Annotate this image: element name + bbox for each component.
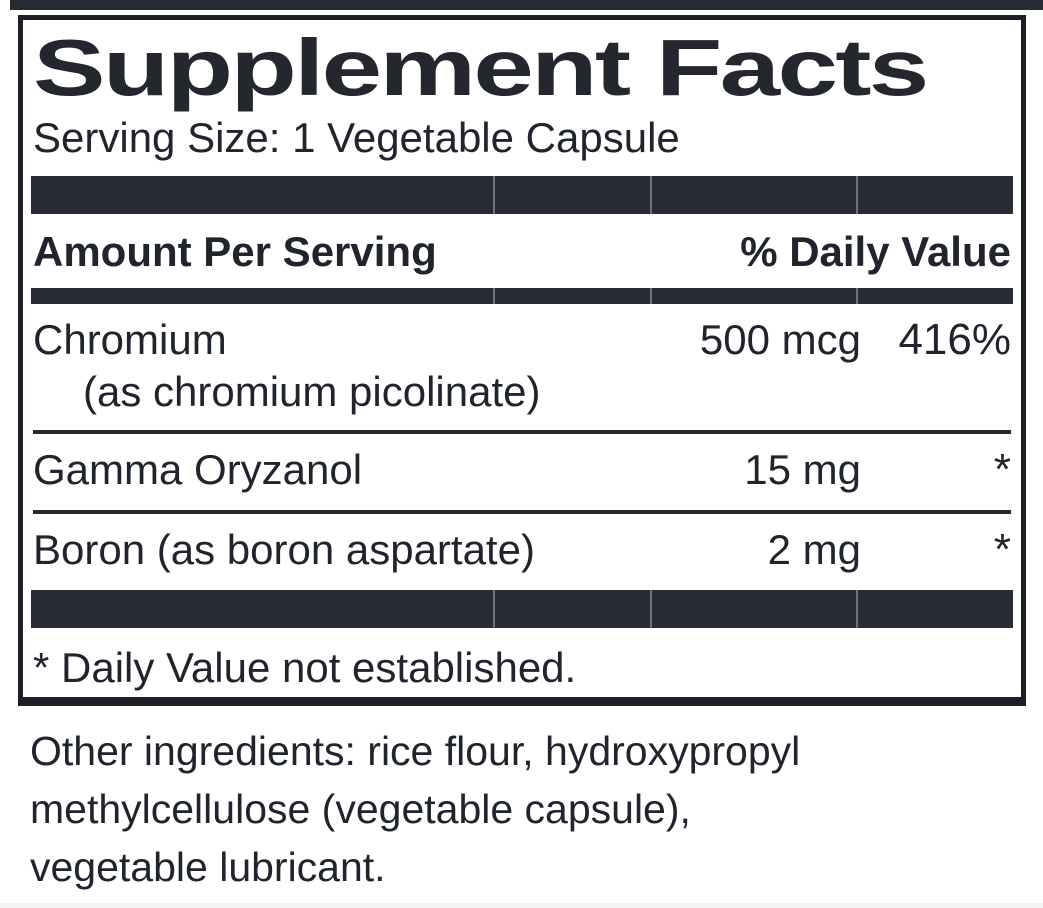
daily-value-footnote: * Daily Value not established. [33, 644, 577, 691]
ingredient-amount: 2 mg [767, 526, 861, 573]
bottom-edge-strip [0, 903, 1043, 908]
bar-column-divider [855, 590, 858, 628]
ingredient-row-gamma-oryzanol: Gamma Oryzanol 15 mg * [33, 434, 1011, 514]
ingredient-daily-value: 416% [898, 315, 1011, 364]
bar-column-divider [492, 176, 495, 214]
separator-bar-thin [31, 288, 1013, 304]
supplement-facts-panel: Supplement Facts Serving Size: 1 Vegetab… [18, 15, 1026, 706]
ingredient-daily-value: * [993, 525, 1011, 574]
ingredient-name: Boron (as boron aspartate) [33, 526, 535, 573]
panel-title: Supplement Facts [33, 23, 929, 112]
panel-title-wrap: Supplement Facts [33, 24, 1011, 112]
ingredient-amount: 15 mg [744, 446, 861, 493]
daily-value-header: % Daily Value [740, 228, 1011, 275]
amount-per-serving-header: Amount Per Serving [33, 228, 437, 275]
top-edge-bar [10, 0, 1043, 10]
bar-column-divider [649, 590, 652, 628]
ingredient-main-line: Chromium 500 mcg 416% [33, 314, 1011, 366]
bar-column-divider [649, 176, 652, 214]
separator-bar-thick-bottom [31, 590, 1013, 628]
ingredient-row-chromium: Chromium 500 mcg 416% (as chromium picol… [33, 304, 1011, 434]
bar-column-divider [855, 176, 858, 214]
ingredient-sub-name: (as chromium picolinate) [83, 368, 541, 415]
ingredient-daily-value: * [993, 445, 1011, 494]
ingredient-amount: 500 mcg [699, 316, 861, 363]
bar-column-divider [649, 288, 652, 304]
ingredient-name: Chromium [33, 316, 227, 363]
facts-header-row: Amount Per Serving % Daily Value [33, 214, 1011, 288]
bar-column-divider [492, 590, 495, 628]
ingredient-main-line: Gamma Oryzanol 15 mg * [33, 444, 1011, 496]
bar-column-divider [492, 288, 495, 304]
serving-size-text: Serving Size: 1 Vegetable Capsule [33, 114, 680, 161]
bar-column-divider [855, 288, 858, 304]
other-ingredients-text: Other ingredients: rice flour, hydroxypr… [30, 728, 801, 891]
ingredient-row-boron: Boron (as boron aspartate) 2 mg * [33, 514, 1011, 590]
separator-bar-thick-top [31, 176, 1013, 214]
ingredient-name: Gamma Oryzanol [33, 446, 363, 493]
ingredient-main-line: Boron (as boron aspartate) 2 mg * [33, 524, 1011, 576]
